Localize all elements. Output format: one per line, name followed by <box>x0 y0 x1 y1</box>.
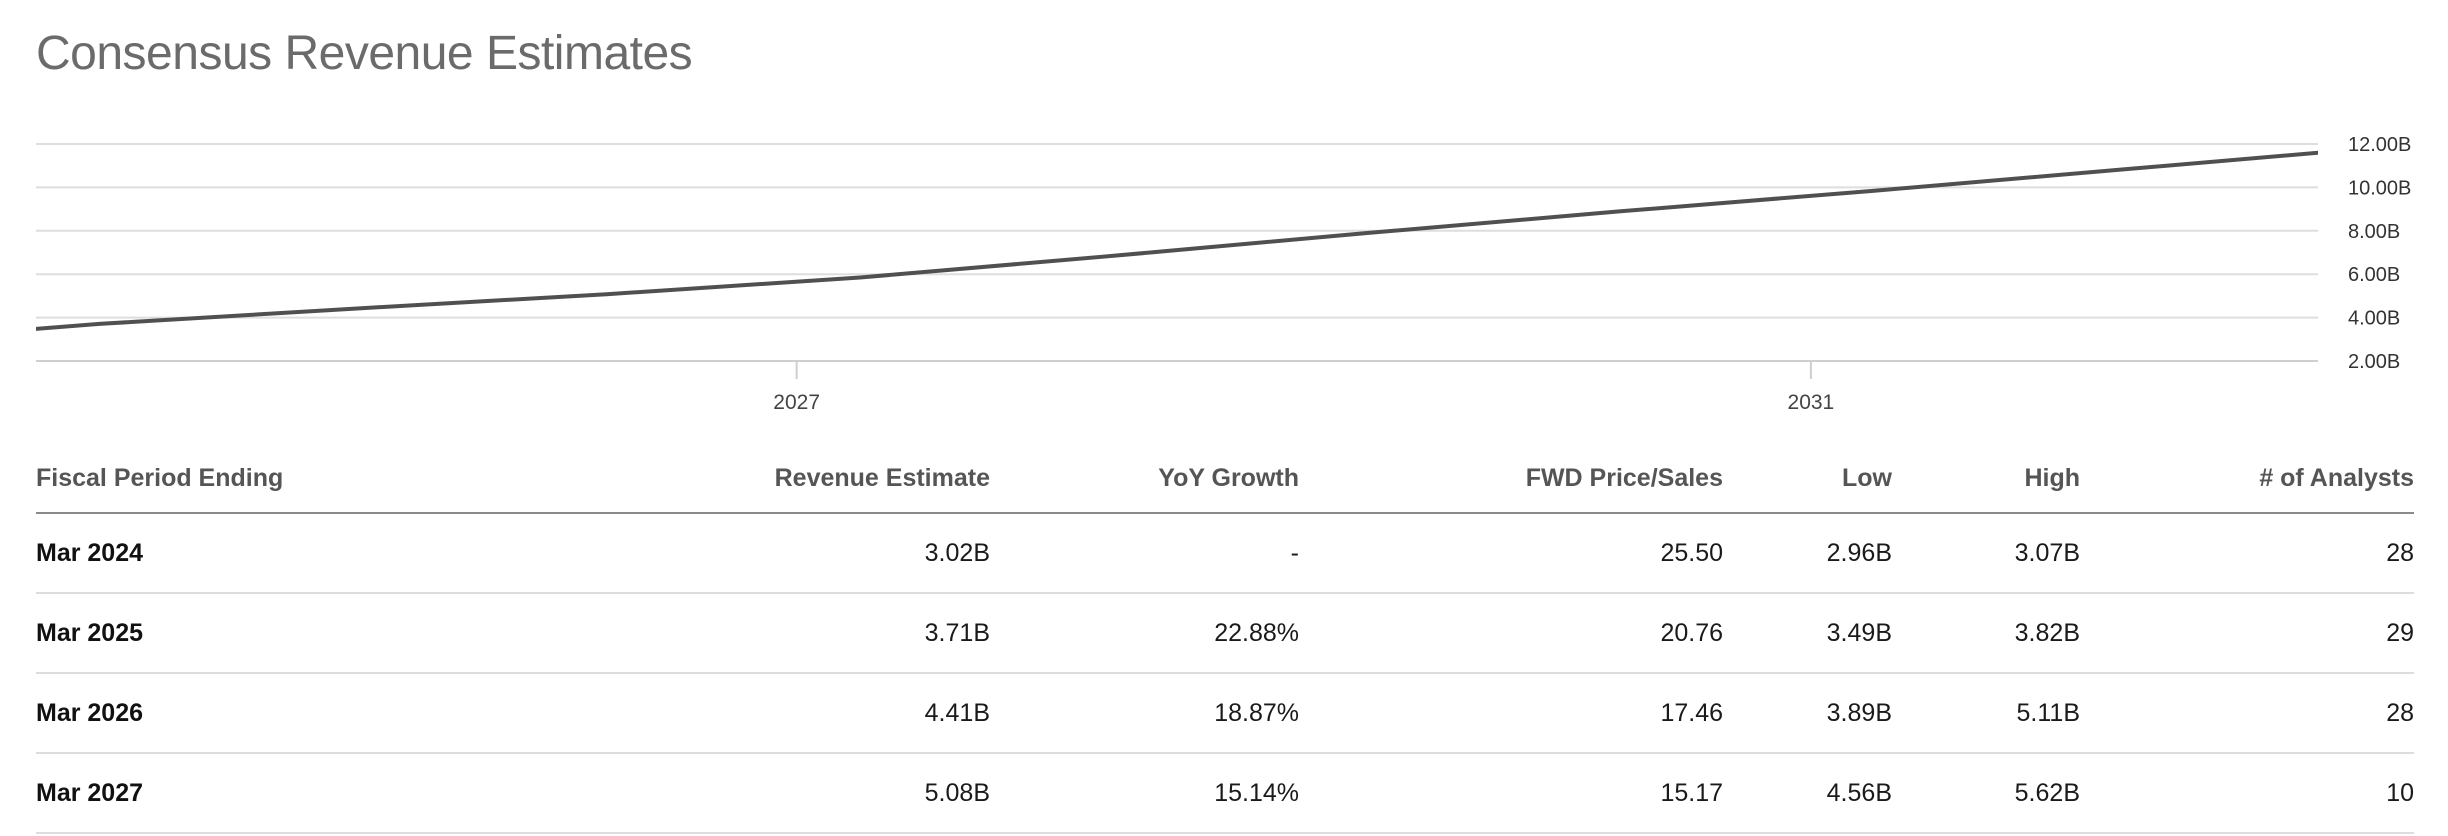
y-tick-label: 2.00B <box>2348 351 2400 373</box>
cell-yoy: 15.14% <box>990 753 1299 834</box>
cell-period: Mar 2024 <box>36 513 466 594</box>
y-tick-label: 6.00B <box>2348 264 2400 286</box>
table-row: Mar 2024 3.02B -25.50 2.96B 3.07B 28 <box>36 513 2414 594</box>
cell-high: 3.07B <box>1892 513 2080 594</box>
cell-analysts: 28 <box>2080 673 2414 754</box>
column-header-revenue: Revenue Estimate <box>466 445 990 514</box>
column-header-high: High <box>1892 445 2080 514</box>
cell-period: Mar 2027 <box>36 753 466 834</box>
cell-low: 3.89B <box>1723 673 1892 754</box>
revenue-estimates-table: Fiscal Period Ending Revenue Estimate YoY … <box>36 445 2414 834</box>
cell-ps: 20.76 <box>1299 593 1723 674</box>
column-header-low: Low <box>1723 445 1892 514</box>
column-header-period: Fiscal Period Ending <box>36 445 466 514</box>
revenue-series-line <box>36 150 2318 331</box>
cell-ps: 17.46 <box>1299 673 1723 754</box>
cell-analysts: 28 <box>2080 513 2414 594</box>
cell-low: 3.49B <box>1723 593 1892 674</box>
column-header-yoy: YoY Growth <box>990 445 1299 514</box>
table-row: Mar 2027 5.08B 15.14% 15.17 4.56B 5.62B 10 <box>36 753 2414 834</box>
cell-revenue: 3.02B <box>466 513 990 594</box>
cell-low: 2.96B <box>1723 513 1892 594</box>
table-body: Mar 2024 3.02B -25.50 2.96B 3.07B 28 Mar 2025 3… <box>36 513 2414 834</box>
cell-yoy: 18.87% <box>990 673 1299 754</box>
cell-revenue: 5.08B <box>466 753 990 834</box>
table-row: Mar 2025 3.71B 22.88% 20.76 3.49B 3.82B 29 <box>36 593 2414 674</box>
cell-revenue: 3.71B <box>466 593 990 674</box>
cell-analysts: 29 <box>2080 593 2414 674</box>
column-header-analysts: # of Analysts <box>2080 445 2414 514</box>
cell-low: 4.56B <box>1723 753 1892 834</box>
cell-ps: 15.17 <box>1299 753 1723 834</box>
page-title: Consensus Revenue Estimates <box>36 27 693 80</box>
cell-ps: 25.50 <box>1299 513 1723 594</box>
revenue-chart-svg: 2.00B 4.00B 6.00B 8.00B 10.00B 12.00B 2027 2031 <box>36 134 2411 414</box>
cell-revenue: 4.41B <box>466 673 990 754</box>
y-tick-label: 12.00B <box>2348 134 2411 156</box>
table-header-row: Fiscal Period Ending Revenue Estimate YoY … <box>36 445 2414 514</box>
cell-period: Mar 2025 <box>36 593 466 674</box>
y-tick-label: 4.00B <box>2348 308 2400 330</box>
y-tick-label: 8.00B <box>2348 221 2400 243</box>
column-header-ps: FWD Price/Sales <box>1299 445 1723 514</box>
cell-high: 3.82B <box>1892 593 2080 674</box>
y-tick-label: 10.00B <box>2348 177 2411 199</box>
x-tick-label: 2031 <box>1788 391 1835 414</box>
cell-high: 5.62B <box>1892 753 2080 834</box>
x-tick-label: 2027 <box>773 391 820 414</box>
revenue-chart: 2.00B 4.00B 6.00B 8.00B 10.00B 12.00B 2027 2031 <box>0 100 2448 430</box>
table-row: Mar 2026 4.41B 18.87% 17.46 3.89B 5.11B 28 <box>36 673 2414 754</box>
cell-high: 5.11B <box>1892 673 2080 754</box>
cell-yoy: 22.88% <box>990 593 1299 674</box>
cell-period: Mar 2026 <box>36 673 466 754</box>
cell-analysts: 10 <box>2080 753 2414 834</box>
cell-yoy: - <box>990 513 1299 594</box>
